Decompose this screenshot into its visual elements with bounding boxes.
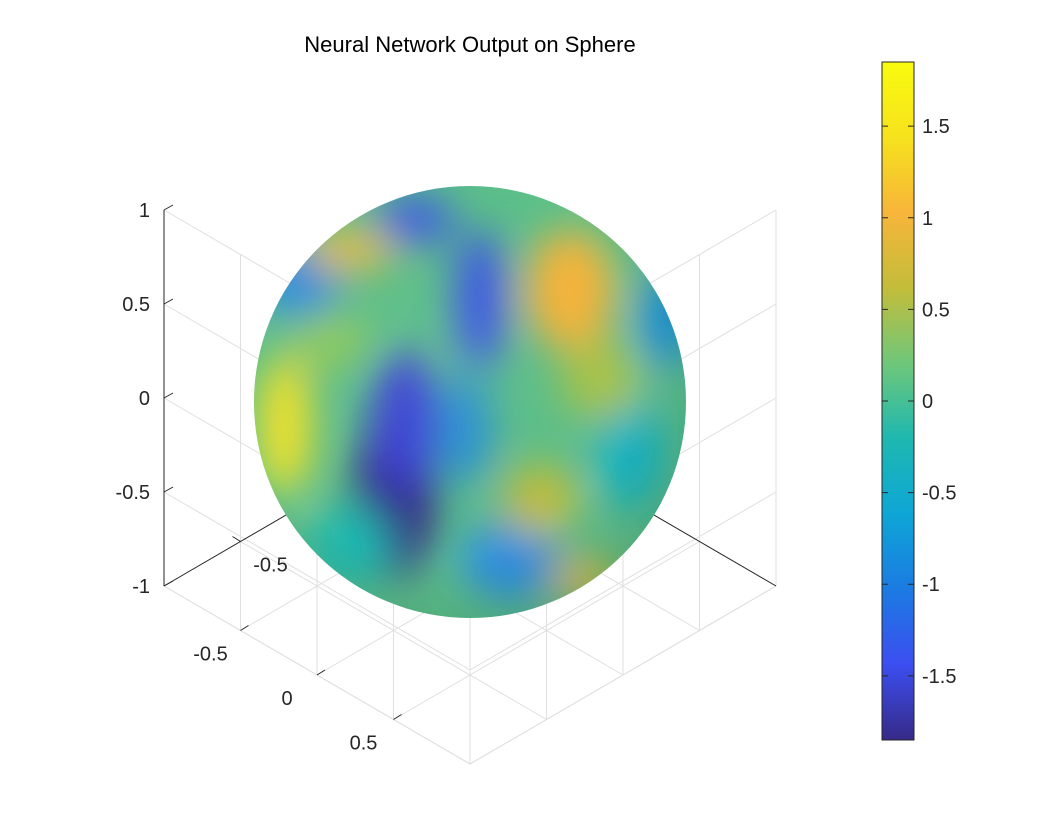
x-tick-label: 0 — [281, 688, 292, 710]
colorbar: -1.5 -1 -0.5 0 0.5 1 1.5 — [881, 61, 956, 741]
z-tick-label: -0.5 — [116, 482, 150, 504]
chart-title: Neural Network Output on Sphere — [304, 32, 635, 57]
z-axis-ticks: -1 -0.5 0 0.5 1 — [116, 200, 174, 598]
z-tick-label: 1 — [139, 200, 150, 222]
z-tick-label: 0.5 — [122, 294, 150, 316]
grid-line — [163, 491, 471, 671]
y-axis-ticks: -0.5 0 0.5 — [193, 625, 402, 755]
z-tick-mark — [163, 392, 174, 399]
grid-line — [469, 585, 777, 765]
colorbar-tick-label: -0.5 — [922, 483, 956, 505]
grid-line — [393, 541, 700, 720]
grid-line — [469, 491, 777, 671]
x-tick-mark — [316, 669, 326, 676]
colorbar-tick-label: 0 — [922, 391, 933, 413]
z-tick-mark — [163, 486, 174, 493]
y-tick-mark — [232, 536, 241, 542]
colorbar-tick-label: 1.5 — [922, 116, 950, 138]
colorbar-tick-label: 0.5 — [922, 299, 950, 321]
y-tick-label: -0.5 — [253, 555, 287, 577]
z-tick-label: 0 — [139, 388, 150, 410]
z-tick-mark — [163, 204, 174, 211]
x-tick-label: 0.5 — [350, 733, 378, 755]
x-tick-mark — [240, 625, 249, 631]
sphere-surface — [254, 186, 686, 618]
z-tick-label: -1 — [132, 576, 150, 598]
x-tick-label: -0.5 — [193, 644, 227, 666]
colorbar-ticks: -1.5 -1 -0.5 0 0.5 1 1.5 — [882, 116, 956, 688]
colorbar-tick-label: -1.5 — [922, 666, 956, 688]
x-tick-mark — [393, 714, 402, 720]
z-tick-mark — [163, 298, 174, 305]
colorbar-tick-label: 1 — [922, 208, 933, 230]
colorbar-tick-label: -1 — [922, 574, 940, 596]
z-tick-mark — [163, 580, 174, 587]
